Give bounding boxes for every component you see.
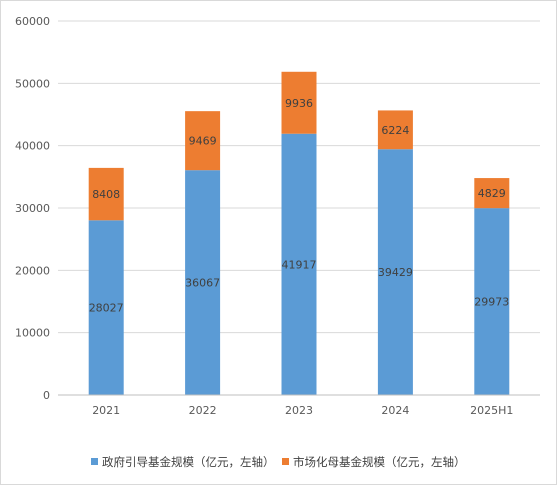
x-tick-label: 2022 [189,404,217,417]
bar-segment-market-2022 [185,111,221,171]
bar-segment-market-2023 [281,71,317,134]
x-tick-label: 2021 [92,404,120,417]
data-label: 8408 [92,188,120,201]
y-tick-label: 40000 [15,140,50,153]
x-tick-label: 2023 [285,404,313,417]
data-label: 39429 [378,266,413,279]
legend-label: 政府引导基金规模（亿元，左轴） [102,455,275,469]
data-label: 36067 [185,277,220,290]
legend-swatch [91,458,98,465]
bar-segment-government-2021 [88,220,124,395]
y-tick-label: 0 [43,389,50,402]
bar-segment-government-2023 [281,133,317,396]
y-tick-label: 30000 [15,202,50,215]
y-tick-label: 20000 [15,264,50,277]
data-label: 6224 [381,124,409,137]
bar-segment-market-2021 [88,167,124,221]
bar-segment-government-2022 [185,170,221,395]
legend-label: 市场化母基金规模（亿元，左轴） [293,455,466,469]
x-tick-label: 2025H1 [470,404,513,417]
bar-segment-market-2024 [377,110,413,150]
bar-segment-government-2025H1 [474,208,510,395]
data-label: 9936 [285,97,313,110]
data-label: 29973 [474,296,509,309]
data-label: 28027 [89,302,124,315]
y-tick-label: 50000 [15,77,50,90]
y-tick-label: 10000 [15,327,50,340]
x-tick-label: 2024 [381,404,409,417]
data-label: 9469 [189,135,217,148]
data-label: 41917 [282,258,317,271]
x-axis: 2021 2022 2023 2024 2025H1 [58,394,540,417]
bar-segment-market-2025H1 [474,178,510,209]
legend: 政府引导基金规模（亿元，左轴） 市场化母基金规模（亿元，左轴） [91,455,466,469]
legend-swatch [282,458,289,465]
y-tick-label: 60000 [15,15,50,28]
bars: 28027 8408 36067 9469 41917 9936 39429 6224 2997… [88,71,510,396]
bar-segment-government-2024 [377,149,413,395]
data-label: 4829 [478,187,506,200]
y-axis: 0 10000 20000 30000 40000 50000 60000 [15,15,50,402]
